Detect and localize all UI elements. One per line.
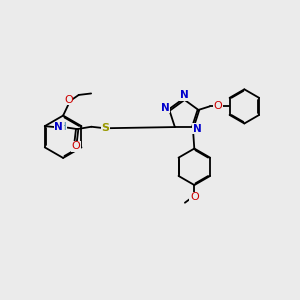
Text: N: N xyxy=(193,124,201,134)
Text: S: S xyxy=(101,123,110,133)
Text: N: N xyxy=(180,90,188,100)
Text: H: H xyxy=(59,122,67,132)
Text: N: N xyxy=(54,122,63,132)
Text: O: O xyxy=(190,192,199,203)
Text: N: N xyxy=(161,103,170,112)
Text: O: O xyxy=(214,101,223,111)
Text: O: O xyxy=(64,95,73,105)
Text: O: O xyxy=(71,142,80,152)
